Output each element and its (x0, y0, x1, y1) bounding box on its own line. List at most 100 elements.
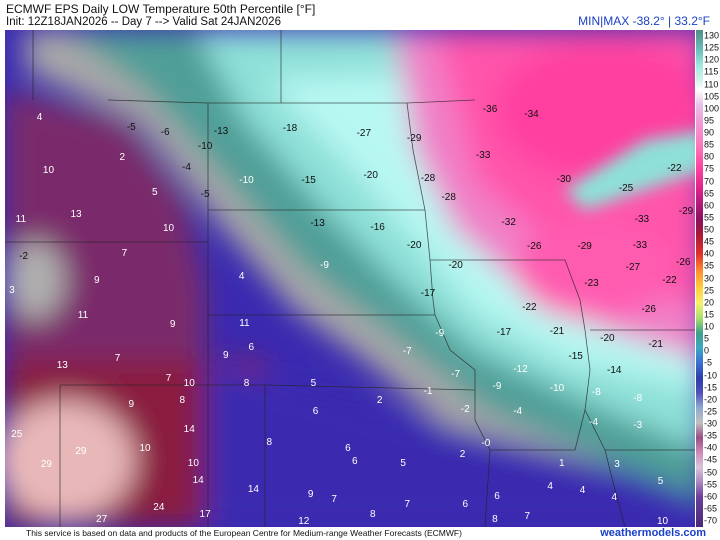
temperature-value: -21 (648, 339, 663, 351)
temperature-value: 3 (9, 285, 15, 297)
temperature-value: -2 (460, 404, 470, 416)
temperature-value: 4 (611, 492, 618, 504)
temperature-field (5, 30, 695, 527)
ecmwf-credit: This service is based on data and produc… (26, 528, 462, 538)
colorbar: 130 125 120 115 110 105 100 95 90 85 80 75 70 65 60 55 5… (696, 30, 720, 527)
temperature-value: 7 (165, 372, 172, 384)
temperature-value: -13 (310, 218, 325, 230)
temperature-value: 29 (40, 459, 52, 471)
temperature-value: -12 (513, 363, 528, 375)
temperature-value: 10 (42, 165, 55, 177)
colorbar-tick: 40 (704, 248, 715, 259)
colorbar-tick: -55 (704, 479, 718, 490)
temperature-value: -27 (356, 127, 372, 139)
temperature-value: 7 (114, 353, 121, 364)
temperature-value: -23 (584, 278, 599, 290)
colorbar-tick: -35 (704, 430, 718, 441)
temperature-value: -9 (435, 328, 445, 340)
temperature-value: 2 (459, 448, 466, 460)
temperature-value: -8 (591, 386, 601, 398)
temperature-value: -33 (634, 214, 650, 226)
colorbar-tick: -60 (704, 491, 718, 502)
temperature-value: -32 (501, 217, 516, 229)
temperature-value: 5 (657, 475, 664, 487)
colorbar-tick: 20 (704, 297, 715, 308)
colorbar-tick: 60 (704, 200, 715, 211)
colorbar-tick: -15 (704, 382, 718, 393)
temperature-value: 7 (404, 499, 411, 511)
temperature-value: 6 (494, 490, 500, 502)
colorbar-tick: -10 (704, 370, 718, 380)
temperature-value: -27 (625, 262, 641, 274)
colorbar-tick: 105 (704, 91, 720, 102)
temperature-value: -9 (320, 259, 329, 271)
temperature-value: -7 (402, 346, 412, 358)
temperature-value: -4 (182, 161, 191, 173)
temperature-value: 14 (183, 424, 195, 436)
map-canvas (5, 30, 695, 527)
temperature-value: 24 (153, 502, 165, 514)
temperature-value: 6 (462, 499, 468, 511)
temperature-value: -20 (448, 259, 463, 271)
temperature-value: 10 (162, 223, 175, 235)
footer: This service is based on data and produc… (0, 527, 720, 540)
temperature-value: -2 (19, 251, 29, 263)
temperature-value: -15 (568, 351, 583, 363)
colorbar-tick: 45 (704, 236, 715, 247)
colorbar-tick: 15 (704, 309, 715, 320)
temperature-value: 9 (128, 398, 135, 410)
temperature-value: 17 (199, 509, 211, 521)
colorbar-tick: -20 (704, 394, 718, 405)
temperature-value: 8 (243, 377, 250, 389)
temperature-value: -14 (607, 364, 622, 376)
temperature-value: -29 (577, 240, 592, 252)
site-link[interactable]: weathermodels.com (600, 527, 706, 539)
temperature-value: -29 (678, 205, 694, 217)
map-subtitle: Init: 12Z18JAN2026 -- Day 7 --> Valid Sa… (6, 16, 281, 28)
temperature-value: 10 (139, 442, 151, 454)
temperature-value: 9 (223, 350, 229, 362)
header: ECMWF EPS Daily LOW Temperature 50th Per… (0, 0, 720, 30)
temperature-value: -28 (441, 191, 456, 203)
colorbar-tick: -5 (704, 357, 713, 368)
temperature-value: 29 (75, 446, 87, 458)
temperature-value: 2 (376, 394, 383, 406)
temperature-value: 14 (247, 483, 259, 495)
colorbar-tick: 10 (704, 321, 715, 332)
temperature-value: -34 (524, 108, 539, 120)
temperature-value: -33 (632, 239, 648, 251)
colorbar-tick: 100 (704, 103, 720, 114)
colorbar-tick: 25 (704, 285, 715, 296)
temperature-value: 25 (11, 429, 23, 441)
temperature-value: 14 (192, 474, 204, 486)
colorbar-tick: 0 (704, 345, 710, 356)
temperature-value: -36 (482, 104, 498, 116)
temperature-value: -8 (633, 392, 643, 404)
colorbar-tick: 55 (704, 212, 715, 223)
temperature-value: 5 (151, 187, 158, 199)
temperature-value: 7 (121, 247, 128, 259)
colorbar-tick: 115 (704, 66, 719, 77)
temperature-value: 4 (36, 112, 43, 124)
colorbar-tick: -40 (704, 442, 718, 453)
colorbar-tick: 50 (704, 224, 715, 235)
temperature-value: 11 (15, 214, 27, 226)
colorbar-tick: -25 (704, 406, 718, 417)
temperature-value: 9 (169, 319, 176, 331)
temperature-value: -13 (213, 125, 229, 137)
colorbar-strip (696, 30, 703, 527)
colorbar-tick: -65 (704, 503, 718, 514)
temperature-value: -21 (549, 326, 565, 338)
colorbar-tick: 90 (704, 127, 715, 138)
temperature-value: -16 (370, 222, 385, 234)
temperature-value: 9 (93, 275, 100, 287)
temperature-value: 11 (77, 309, 89, 321)
temperature-value: 1 (559, 457, 565, 469)
temperature-value: 2 (119, 151, 126, 163)
great-lakes-band (565, 131, 695, 210)
temperature-value: -7 (451, 368, 461, 380)
colorbar-tick: 75 (704, 163, 715, 174)
colorbar-tick: 85 (704, 139, 715, 150)
temperature-value: -17 (420, 287, 436, 299)
temperature-value: -4 (589, 416, 599, 428)
